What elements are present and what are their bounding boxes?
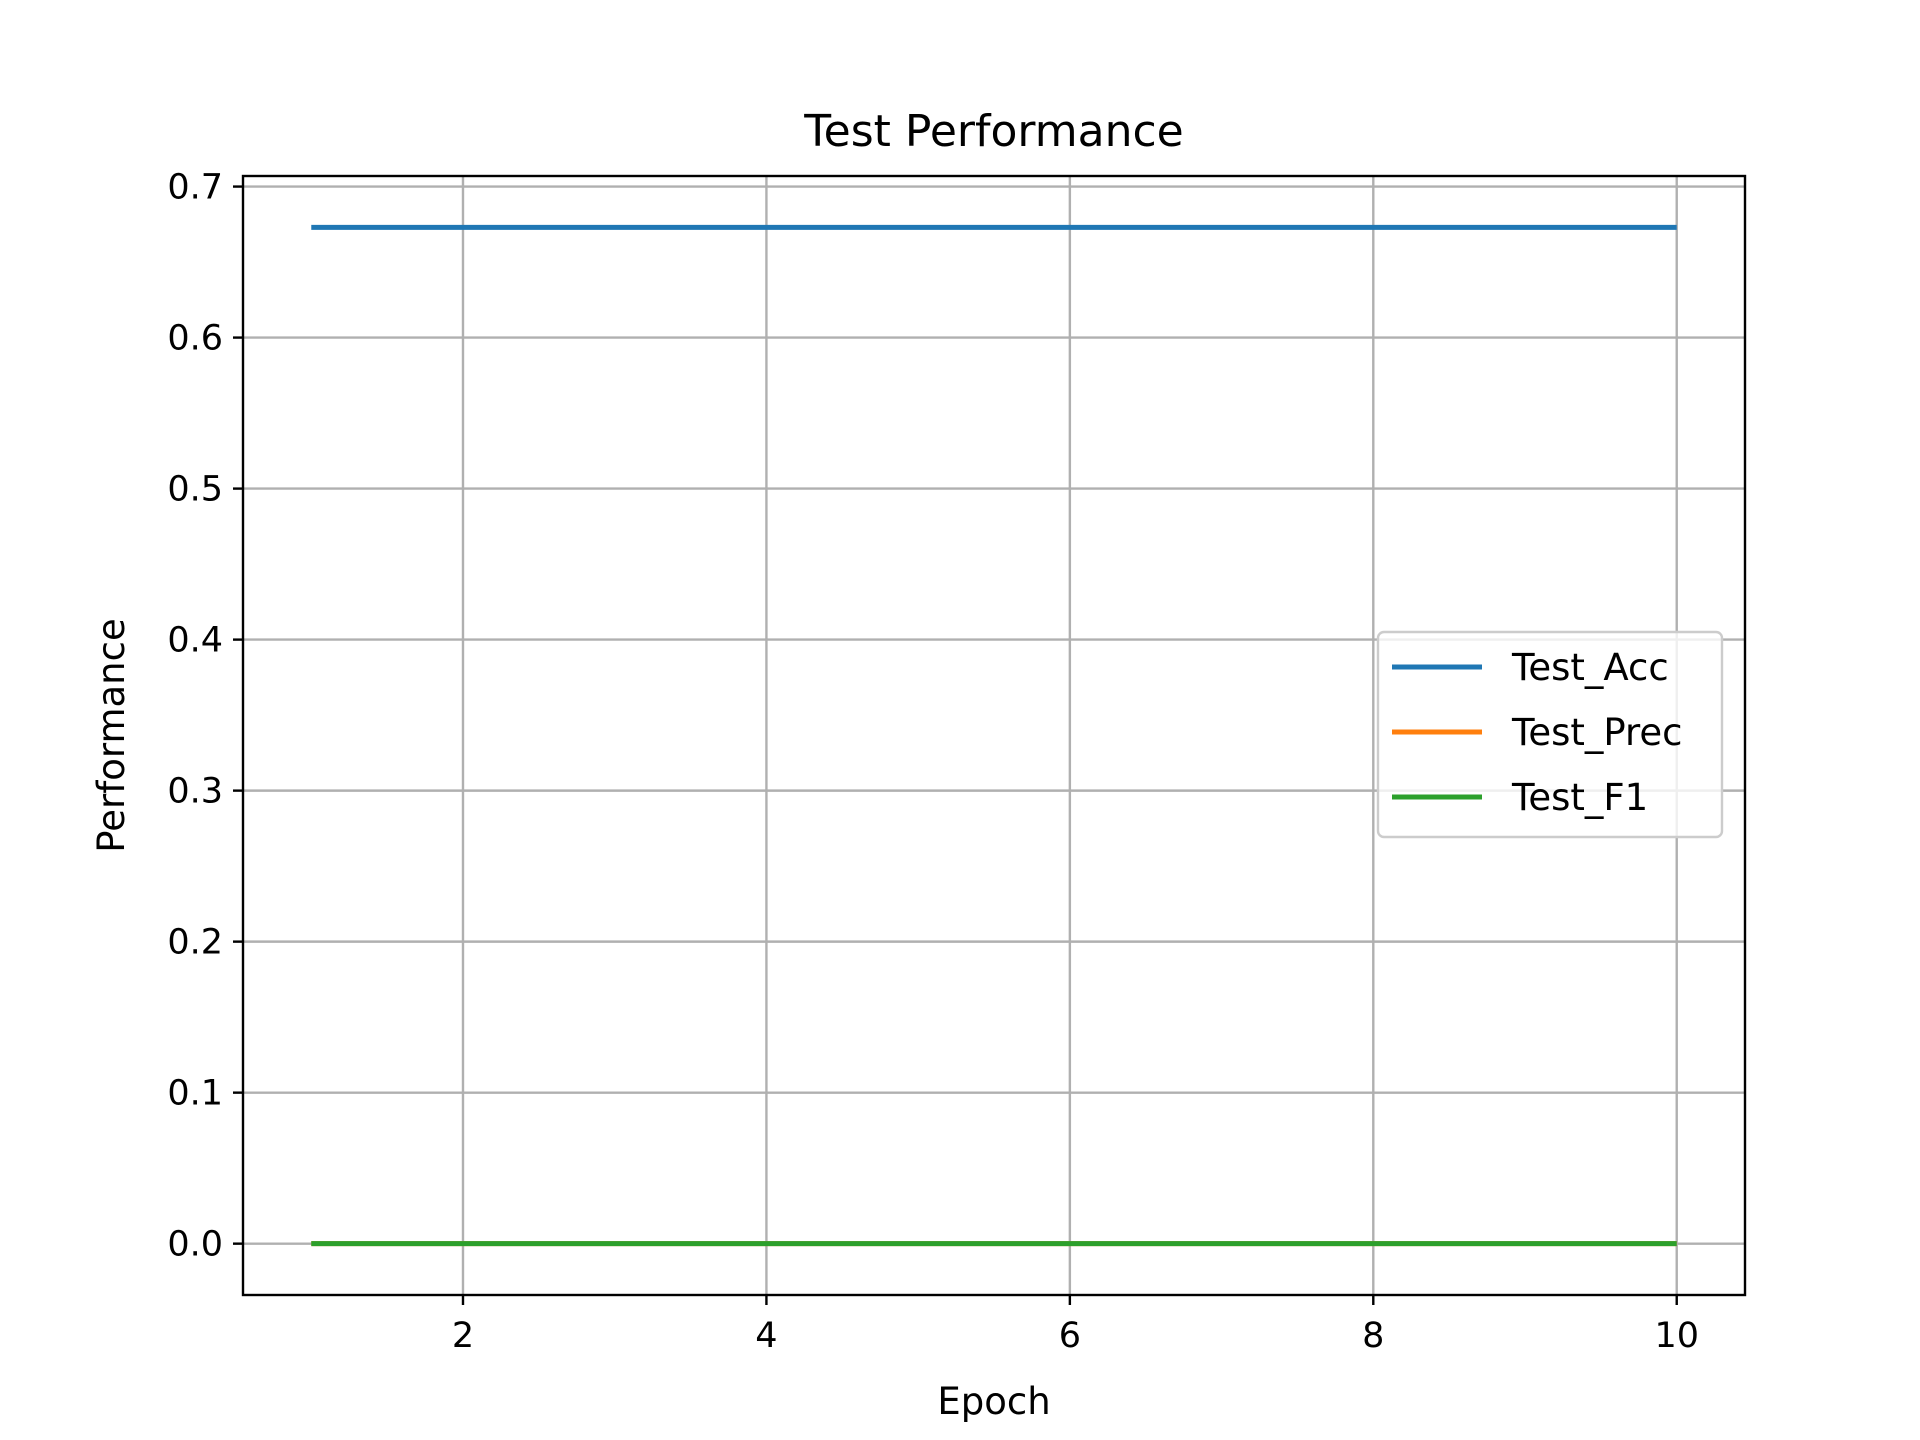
y-tick-label: 0.2: [167, 923, 223, 963]
axis-ticks: 2 4 6 8 10 0.0 0.1 0.2 0.3 0.4 0.5 0.6 0.7: [167, 168, 1699, 1356]
x-tick-label: 2: [452, 1316, 474, 1356]
y-tick-label: 0.0: [167, 1225, 223, 1265]
x-tick-label: 10: [1654, 1316, 1699, 1356]
y-tick-label: 0.6: [167, 319, 223, 359]
y-tick-label: 0.4: [167, 621, 223, 661]
y-tick-label: 0.1: [167, 1074, 223, 1114]
y-tick-label: 0.7: [167, 168, 223, 208]
x-tick-label: 6: [1059, 1316, 1081, 1356]
x-axis-title: Epoch: [937, 1380, 1050, 1423]
y-axis-title: Performance: [90, 618, 133, 852]
x-tick-label: 4: [755, 1316, 777, 1356]
x-tick-label: 8: [1362, 1316, 1384, 1356]
y-tick-label: 0.3: [167, 772, 223, 812]
chart-title: Test Performance: [803, 106, 1183, 157]
plot-frame: [241, 174, 1747, 1297]
legend-label: Test_Prec: [1511, 711, 1683, 754]
legend-label: Test_Acc: [1511, 646, 1669, 689]
legend-label: Test_F1: [1511, 776, 1648, 819]
legend-box: [1376, 630, 1724, 839]
y-tick-label: 0.5: [167, 470, 223, 510]
series-lines: [311, 224, 1677, 1247]
legend: Test_Acc Test_Prec Test_F1: [1376, 630, 1724, 839]
